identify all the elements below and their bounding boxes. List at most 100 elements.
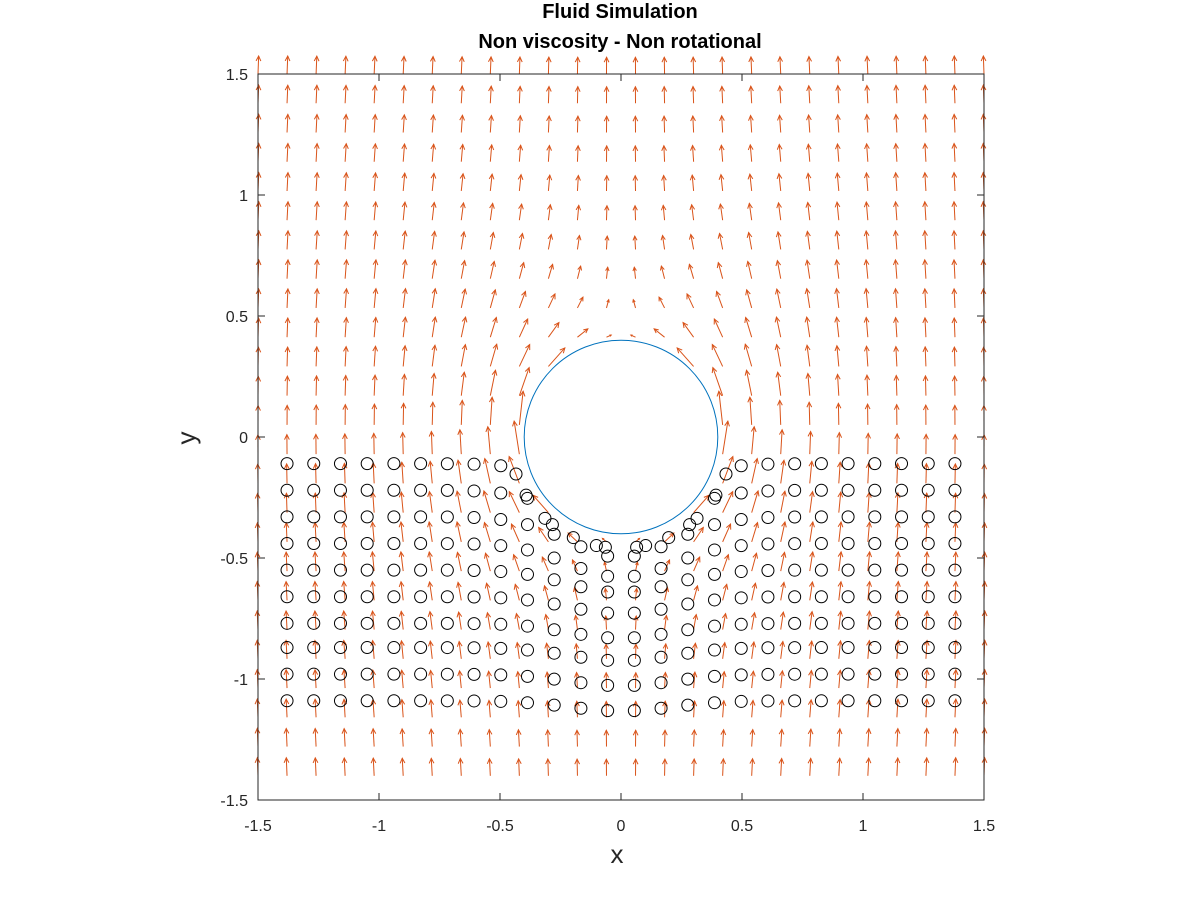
velocity-arrow [893,84,900,104]
particle [547,573,561,587]
velocity-arrow [866,491,872,513]
particle [734,565,748,579]
particle [708,491,722,505]
velocity-arrow [515,699,522,718]
velocity-arrow [314,287,320,308]
particle [895,667,909,681]
particle [868,510,882,524]
velocity-arrow [518,202,524,221]
velocity-arrow [460,287,468,309]
particle [307,590,321,604]
velocity-arrow [284,200,291,221]
particle [574,602,588,616]
velocity-arrow [575,204,582,221]
velocity-arrow [808,580,815,601]
velocity-arrow [313,403,320,425]
velocity-arrow [863,316,870,338]
velocity-arrow [312,668,319,689]
velocity-arrow [343,316,349,338]
particle [467,457,481,471]
particle [841,641,855,655]
velocity-arrow [780,581,786,601]
particle [307,483,321,497]
velocity-arrow [720,699,727,718]
particle [547,698,561,712]
particle [467,563,481,577]
velocity-arrow [372,345,379,367]
particle [520,619,534,633]
velocity-arrow [922,374,929,396]
particle [360,616,374,630]
velocity-arrow [865,432,871,455]
velocity-arrow [342,403,349,425]
velocity-arrow [922,229,928,250]
velocity-arrow [749,728,756,747]
velocity-arrow [603,144,610,162]
y-tick-label: 0 [239,430,248,447]
velocity-arrow [574,671,580,689]
particle [414,457,428,471]
particle [387,667,401,681]
velocity-arrow [721,612,728,630]
particle [868,457,882,471]
velocity-arrow [774,315,782,338]
velocity-arrow [951,84,958,104]
velocity-arrow [576,234,582,250]
velocity-arrow [488,396,495,425]
particle [654,562,668,576]
particle [538,511,552,525]
velocity-arrow [722,583,729,601]
velocity-arrow [431,230,437,250]
velocity-arrow [777,114,783,133]
particle [307,694,321,708]
velocity-arrow [893,113,899,133]
particle [360,590,374,604]
velocity-arrow [254,551,261,572]
velocity-arrow [981,609,988,630]
velocity-arrow [893,171,899,192]
velocity-arrow [457,728,464,747]
velocity-arrow [952,404,958,425]
velocity-arrow [427,580,434,601]
velocity-arrow [716,261,724,279]
particle [761,590,775,604]
velocity-arrow [835,113,841,133]
particle [520,696,534,710]
particle [719,467,733,481]
velocity-arrow [719,55,726,75]
velocity-arrow [603,729,610,747]
velocity-arrow [456,581,462,601]
particle [333,641,347,655]
particle [761,511,775,525]
velocity-arrow [951,142,958,162]
particle [467,590,481,604]
y-tick-label: 0.5 [226,309,248,326]
velocity-arrow [547,263,554,279]
velocity-arrow [716,390,724,425]
velocity-arrow [981,697,988,718]
particle [333,510,347,524]
velocity-arrow [835,402,842,425]
velocity-arrow [895,580,901,601]
velocity-arrow [653,328,665,338]
velocity-arrow [398,610,405,630]
velocity-arrow [427,640,434,659]
velocity-arrow [312,698,319,718]
velocity-arrow [777,84,783,104]
particle [948,694,962,708]
velocity-arrow [343,258,350,279]
particle [280,667,294,681]
velocity-arrow [834,172,841,192]
velocity-arrow [603,700,610,718]
particle [333,694,347,708]
velocity-arrow [774,287,782,309]
velocity-arrow [688,263,695,279]
velocity-arrow [778,728,785,747]
particle [654,540,668,554]
velocity-arrow [747,143,754,162]
velocity-arrow [780,490,787,513]
velocity-arrow [722,523,732,543]
velocity-arrow [663,614,669,630]
velocity-arrow [401,229,408,250]
velocity-arrow [951,316,958,338]
